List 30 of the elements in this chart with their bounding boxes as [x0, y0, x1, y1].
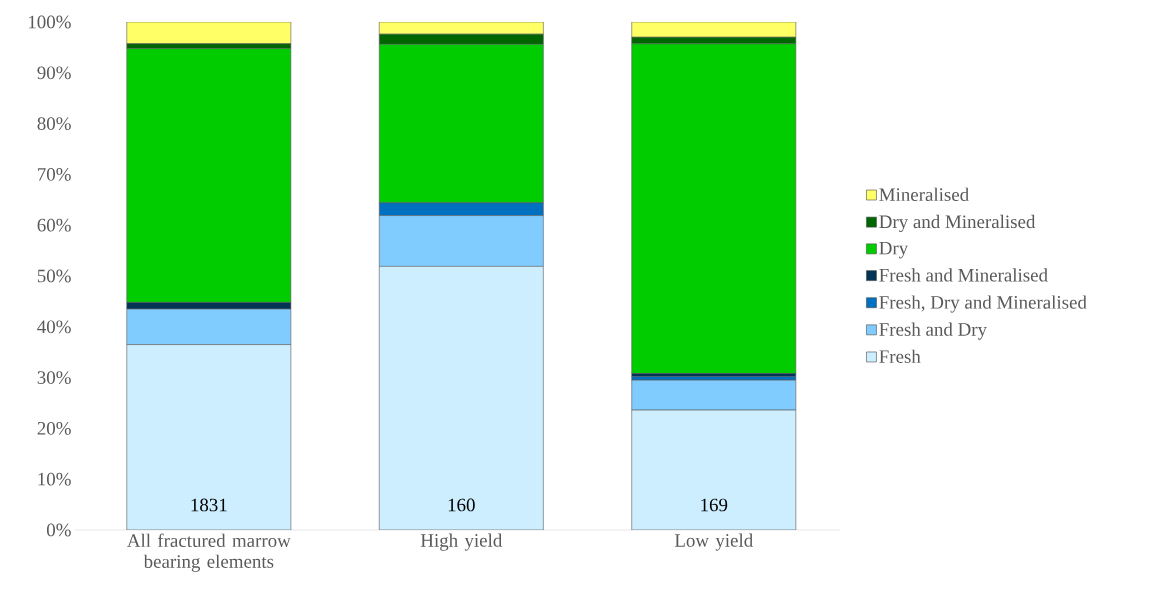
y-tick-label: 80% — [37, 117, 71, 130]
y-tick-label: 40% — [37, 320, 71, 334]
legend-label: Fresh — [879, 349, 921, 363]
x-tick-label: Low yield — [674, 533, 753, 551]
x-tick-label: All fractured marrow bearing elements — [127, 533, 291, 572]
y-tick-label: 70% — [38, 167, 71, 181]
bar — [126, 344, 292, 530]
annotation: 1831 — [191, 498, 227, 512]
legend-label: Fresh, Dry and Mineralised — [879, 295, 1087, 313]
legend-label: Dry — [879, 241, 909, 259]
legend-label: Mineralised — [879, 187, 969, 202]
y-tick-label: 20% — [37, 421, 71, 435]
y-tick-label: 100% — [28, 15, 71, 29]
y-tick-label: 0% — [46, 523, 71, 537]
legend-label: Fresh and Dry — [879, 322, 987, 340]
bar — [378, 21, 544, 35]
legend-label: Fresh and Mineralised — [879, 268, 1048, 282]
bar — [378, 266, 544, 530]
annotation: 160 — [448, 498, 475, 512]
bar — [126, 21, 292, 45]
y-tick-label: 90% — [37, 66, 71, 80]
x-tick-label: High yield — [420, 533, 503, 551]
bar — [631, 409, 797, 530]
y-tick-label: 30% — [37, 371, 71, 384]
bar — [631, 21, 797, 38]
annotation: 169 — [701, 498, 728, 512]
y-tick-label: 60% — [37, 218, 71, 232]
y-tick-label: 50% — [37, 269, 71, 283]
y-tick-label: 10% — [38, 472, 71, 486]
legend-label: Dry and Mineralised — [879, 214, 1036, 233]
